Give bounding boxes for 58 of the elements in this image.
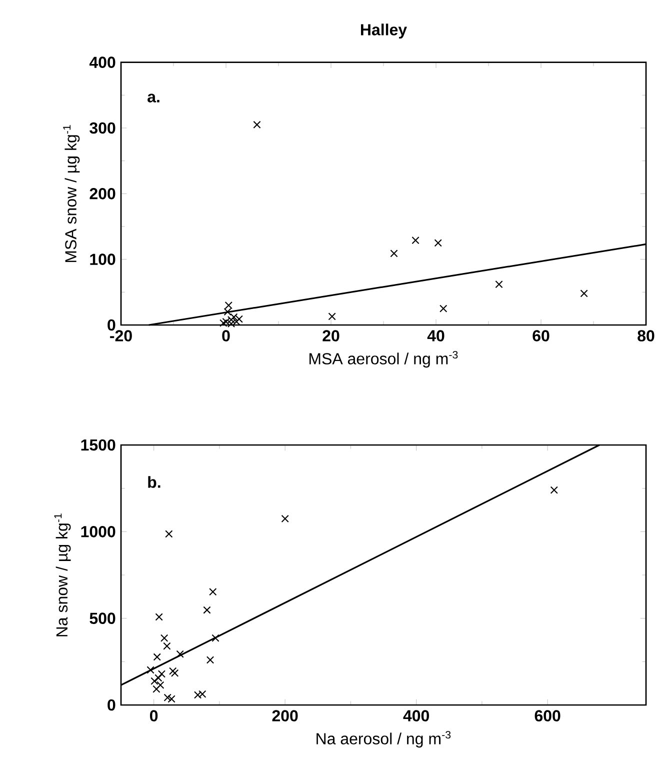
y-tick-label: 1500 [81,439,116,451]
point [209,588,217,596]
y-axis-title: Na snow / µg kg$^{-1}$ [54,514,71,636]
y-tick-label: 0 [108,699,116,711]
point [281,514,289,522]
x-tick-label: 0 [222,330,230,342]
point [170,669,179,677]
point [203,606,211,614]
point [412,236,420,244]
point [328,312,336,320]
point [163,642,171,650]
point [156,681,164,689]
y-tick-label: 300 [90,122,116,134]
point [168,695,176,703]
point [390,250,398,258]
point [150,677,158,685]
y-axis-title: MSA snow / µg kg$^{-1}$ [63,125,80,262]
x-tick-label: 400 [403,710,429,722]
point [160,634,168,642]
point [164,694,172,702]
point [153,653,161,661]
point [158,670,166,678]
annotation: a. [148,94,160,102]
point [146,666,154,674]
x-tick-label: 40 [427,330,444,342]
x-tick-label: 80 [638,330,654,342]
y-tick-label: 100 [90,254,116,265]
x-axis-title: Na aerosol / ng m$^{-3}$ [316,730,451,748]
x-tick-label: 0 [150,710,158,722]
x-tick-label: 600 [534,710,560,722]
point [169,667,177,675]
point [206,656,214,664]
y-tick-label: 500 [90,612,116,624]
point [580,290,588,298]
x-tick-label: 60 [532,330,550,342]
point [434,239,442,247]
point [176,650,184,658]
x-tick-label: -20 [110,330,132,342]
point [154,674,162,682]
point [550,486,558,494]
point [152,685,160,693]
chart-title: Halley [361,24,407,39]
point [224,301,232,310]
y-tick-label: 1000 [81,526,116,538]
y-tick-label: 200 [90,188,116,200]
point [495,280,503,288]
y-tick-label: 0 [108,319,116,331]
point [212,634,220,642]
y-tick-label: 400 [89,56,116,68]
point [165,530,173,538]
point [440,304,448,312]
point [155,613,163,621]
point [253,120,261,129]
x-tick-label: 20 [322,330,340,342]
x-tick-label: 200 [272,710,298,722]
x-axis-title: MSA aerosol / ng m$^{-3}$ [310,350,458,368]
annotation: b. [148,476,160,488]
point [224,308,232,316]
